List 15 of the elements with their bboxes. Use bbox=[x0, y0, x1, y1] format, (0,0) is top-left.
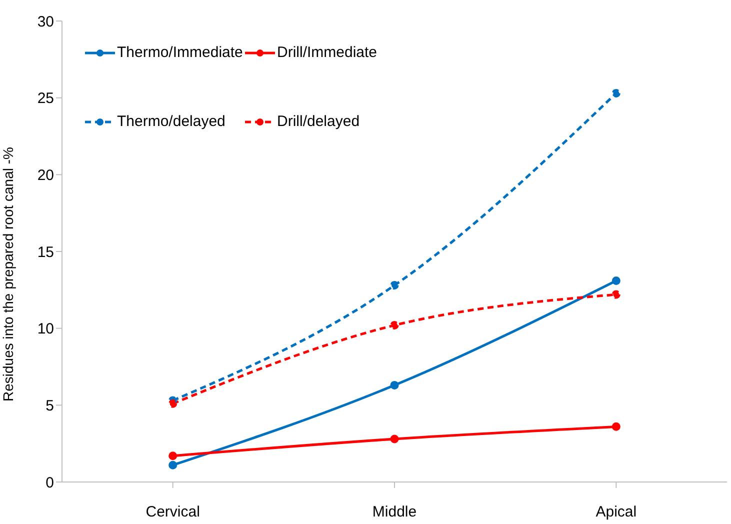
y-tick-label: 30 bbox=[37, 13, 54, 30]
y-tick-label: 0 bbox=[46, 474, 54, 492]
x-tick-label: Middle bbox=[372, 504, 417, 521]
y-tick-label: 20 bbox=[37, 166, 54, 184]
y-tick-label: 25 bbox=[37, 90, 54, 108]
y-tick-label: 15 bbox=[37, 244, 54, 261]
legend-label: Drill/Immediate bbox=[277, 44, 378, 61]
x-tick-label: Cervical bbox=[146, 504, 200, 521]
y-axis-title: Residues into the prepared root canal -% bbox=[0, 147, 16, 402]
y-tick-label: 5 bbox=[46, 397, 54, 414]
x-tick-label: Apical bbox=[596, 504, 637, 521]
legend-label: Drill/delayed bbox=[277, 113, 360, 130]
y-tick-label: 10 bbox=[37, 320, 54, 338]
legend-label: Thermo/Immediate bbox=[117, 44, 243, 61]
legend-label: Thermo/delayed bbox=[117, 113, 226, 130]
